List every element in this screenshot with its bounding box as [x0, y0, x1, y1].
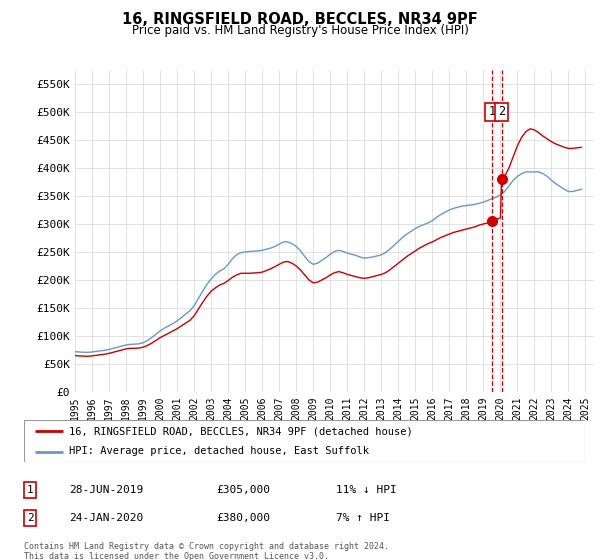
Text: Contains HM Land Registry data © Crown copyright and database right 2024.
This d: Contains HM Land Registry data © Crown c…: [24, 542, 389, 560]
Text: 1: 1: [488, 105, 495, 119]
Text: £380,000: £380,000: [216, 513, 270, 523]
Text: 11% ↓ HPI: 11% ↓ HPI: [336, 485, 397, 495]
Text: 2: 2: [26, 513, 34, 523]
Text: £305,000: £305,000: [216, 485, 270, 495]
Text: 7% ↑ HPI: 7% ↑ HPI: [336, 513, 390, 523]
Text: 24-JAN-2020: 24-JAN-2020: [69, 513, 143, 523]
Text: 16, RINGSFIELD ROAD, BECCLES, NR34 9PF (detached house): 16, RINGSFIELD ROAD, BECCLES, NR34 9PF (…: [69, 426, 413, 436]
Text: Price paid vs. HM Land Registry's House Price Index (HPI): Price paid vs. HM Land Registry's House …: [131, 24, 469, 37]
Text: 2: 2: [498, 105, 505, 119]
Text: 16, RINGSFIELD ROAD, BECCLES, NR34 9PF: 16, RINGSFIELD ROAD, BECCLES, NR34 9PF: [122, 12, 478, 27]
Text: HPI: Average price, detached house, East Suffolk: HPI: Average price, detached house, East…: [69, 446, 369, 456]
Text: 1: 1: [26, 485, 34, 495]
Text: 28-JUN-2019: 28-JUN-2019: [69, 485, 143, 495]
